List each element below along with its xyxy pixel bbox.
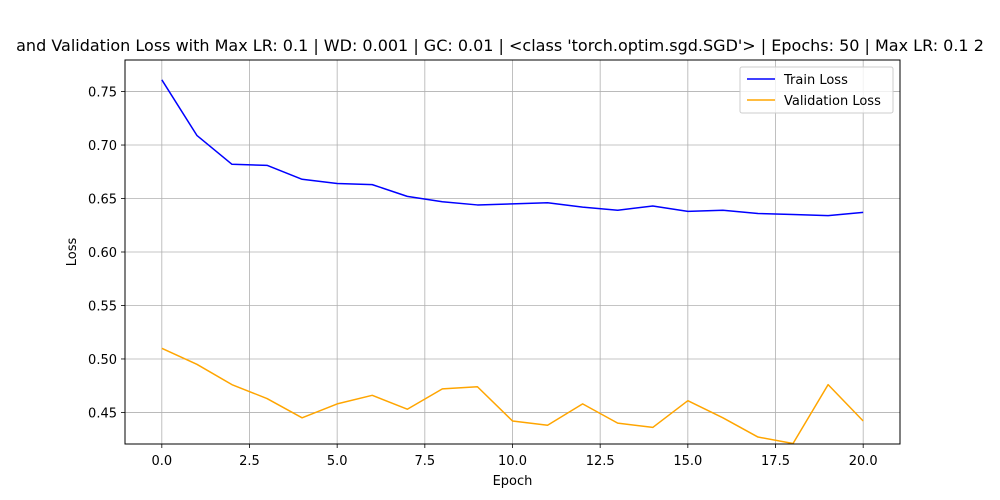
series-line-train-loss [161,79,864,217]
y-tick-label: 0.55 [88,299,117,314]
grid-lines [125,60,900,444]
legend: Train Loss Validation Loss [739,66,894,114]
legend-box [739,66,894,114]
y-tick-label: 0.70 [88,139,117,154]
y-tick-label: 0.50 [88,353,117,368]
x-tick-label: 15.0 [673,454,702,469]
x-tick-label: 12.5 [586,454,615,469]
x-tick-label: 17.5 [761,454,790,469]
x-tick-label: 0.0 [151,454,172,469]
y-axis-label: Loss [65,238,80,267]
x-tick-label: 20.0 [849,454,878,469]
legend-train-loss-label: Train Loss [783,73,848,88]
axis-ticks: 0.0 2.5 5.0 7.5 10.0 12.5 15.0 17.5 20.0 0.45 0.50… [88,86,878,469]
x-tick-label: 10.0 [498,454,527,469]
y-tick-label: 0.45 [88,406,117,421]
y-tick-label: 0.60 [88,246,117,261]
chart-title: and Validation Loss with Max LR: 0.1 | W… [16,36,984,55]
series-line-validation-loss [161,347,864,445]
y-tick-label: 0.75 [88,86,117,101]
x-tick-label: 7.5 [414,454,435,469]
series-layer [161,79,864,445]
legend-validation-loss-label: Validation Loss [784,94,881,109]
x-tick-label: 5.0 [327,454,348,469]
x-axis-label: Epoch [493,474,533,489]
x-tick-label: 2.5 [239,454,260,469]
y-tick-label: 0.65 [88,193,117,208]
